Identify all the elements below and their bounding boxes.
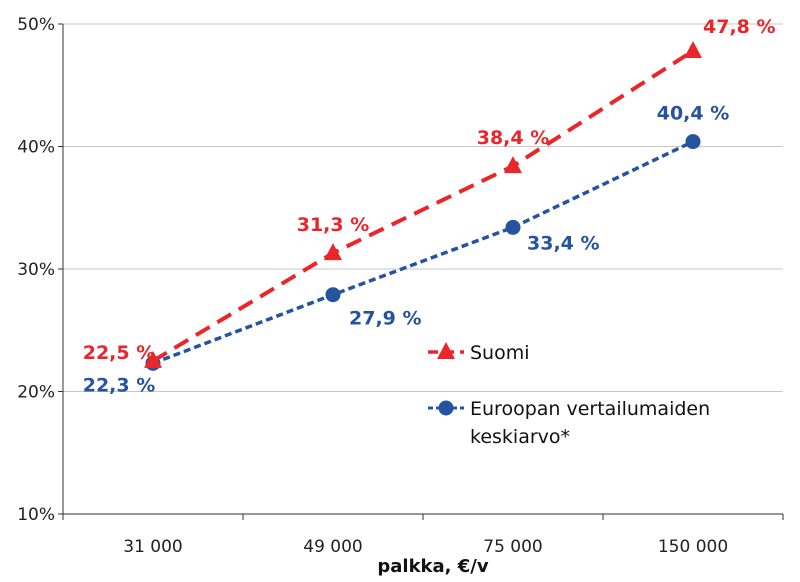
data-label: 38,4 % (477, 127, 550, 149)
x-axis-title: palkka, €/v (377, 556, 488, 577)
x-tick-label: 49 000 (303, 537, 362, 557)
triangle-marker (437, 342, 455, 359)
series-group (144, 40, 702, 371)
triangle-marker (324, 243, 342, 261)
x-axis-ticks: 31 000 49 000 75 000 150 000 (62, 514, 784, 557)
gridlines (63, 23, 783, 392)
legend-label: Suomi (470, 342, 530, 364)
legend-label: Euroopan vertailumaiden (470, 398, 710, 420)
triangle-marker (684, 40, 702, 58)
series-line (151, 49, 695, 363)
legend: Suomi Euroopan vertailumaiden keskiarvo* (428, 342, 710, 448)
circle-marker (505, 219, 521, 235)
x-tick-label: 31 000 (123, 537, 182, 557)
data-label: 22,3 % (83, 374, 156, 396)
data-label: 33,4 % (527, 232, 600, 254)
series-line (152, 140, 694, 365)
y-tick-label: 10% (17, 505, 55, 525)
data-label: 31,3 % (297, 214, 370, 236)
triangle-marker (144, 350, 162, 368)
data-label: 47,8 % (703, 16, 776, 38)
circle-marker (325, 287, 341, 303)
circle-marker (438, 400, 454, 416)
triangle-marker (504, 156, 522, 174)
x-tick-label: 150 000 (658, 537, 728, 557)
y-axis-ticks: 10% 20% 30% 40% 50% (17, 15, 63, 525)
data-label: 22,5 % (83, 342, 156, 364)
legend-label: keskiarvo* (470, 426, 570, 448)
circle-marker (685, 134, 701, 150)
y-tick-label: 30% (17, 260, 55, 280)
data-label: 27,9 % (349, 308, 422, 330)
data-label: 40,4 % (657, 103, 730, 125)
y-tick-label: 50% (17, 15, 55, 35)
y-tick-label: 20% (17, 383, 55, 403)
data-labels: 22,5 % 31,3 % 38,4 % 47,8 % 22,3 % 27,9 % 33,4… (83, 16, 776, 396)
y-tick-label: 40% (17, 138, 55, 158)
x-tick-label: 75 000 (483, 537, 542, 557)
